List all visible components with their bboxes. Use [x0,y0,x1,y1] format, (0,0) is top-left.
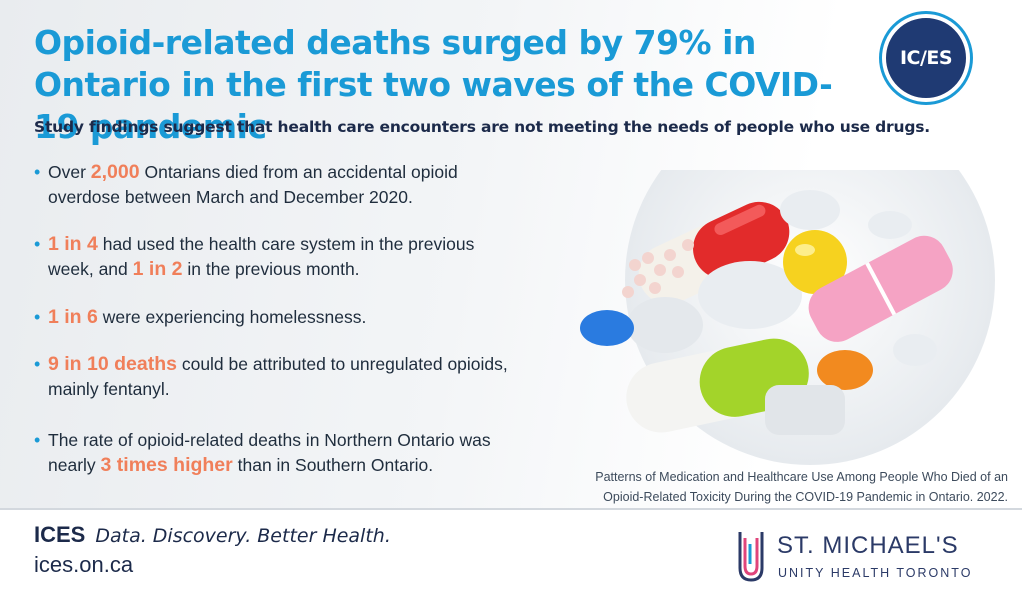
bullet-dot-icon: • [34,307,41,327]
tablet-white-icon [698,261,802,329]
partner-name: ST. MICHAEL'S [777,532,959,559]
pills-illustration [580,170,995,465]
finding-text: could be attributed to unregulated opioi… [48,354,508,399]
partner-subtitle: UNITY HEALTH TORONTO [778,566,973,580]
pill-blue-icon [580,310,634,346]
finding-item: • The rate of opioid-related deaths in N… [34,428,524,478]
study-citation: Patterns of Medication and Healthcare Us… [518,467,1008,507]
finding-item: • 1 in 6 were experiencing homelessness. [34,305,366,330]
finding-text: The rate of opioid-related deaths in Nor… [48,430,491,475]
finding-highlight: 3 times higher [100,454,233,476]
ices-brand-line: ICES Data. Discovery. Better Health. [34,522,391,548]
finding-text: than in Southern Ontario. [232,455,434,475]
capsule-pink-icon [808,235,953,342]
finding-highlight: 1 in 6 [48,306,98,328]
finding-highlight: 2,000 [90,161,140,183]
finding-highlight: 1 in 2 [132,258,183,280]
finding-text: in the previous month. [182,259,360,279]
bullet-dot-icon: • [34,162,41,182]
finding-text: Ontarians died from an accidental opioid… [48,162,458,207]
granules-icon [622,239,694,298]
st-michaels-logo-icon [738,532,764,582]
ices-tagline: Data. Discovery. Better Health. [95,525,391,547]
finding-highlight: 1 in 4 [48,233,98,255]
finding-text: Over [48,162,91,182]
finding-highlight: 9 in 10 deaths [48,353,177,375]
bullet-dot-icon: • [34,234,41,254]
finding-text: had used the health care system in the p… [48,234,475,279]
pill-orange-icon [817,350,873,390]
finding-text: were experiencing homelessness. [97,307,367,327]
bullet-dot-icon: • [34,430,41,450]
tablet-white-icon [868,211,912,239]
page-title: Opioid-related deaths surged by 79% in O… [34,23,833,146]
page-subtitle: Study findings suggest that health care … [34,118,930,136]
ices-brand: ICES [34,522,86,547]
logo-text: IC/ES [899,47,953,69]
tablet-white-icon [780,190,840,230]
ices-url-link[interactable]: ices.on.ca [34,552,134,577]
tablet-white-icon [627,297,703,353]
finding-item: • 9 in 10 deaths could be attributed to … [34,352,524,402]
finding-item: • Over 2,000 Ontarians died from an acci… [34,160,524,210]
tablet-square-icon [765,385,845,435]
tablet-white-icon [893,334,937,366]
citation-line: Patterns of Medication and Healthcare Us… [595,470,1008,484]
ices-logo-badge: IC/ES [882,14,970,102]
footer: ICES Data. Discovery. Better Health. ices… [0,508,1022,595]
bullet-dot-icon: • [34,354,41,374]
finding-item: • 1 in 4 had used the health care system… [34,232,524,282]
citation-line: Opioid-Related Toxicity During the COVID… [603,490,1008,504]
